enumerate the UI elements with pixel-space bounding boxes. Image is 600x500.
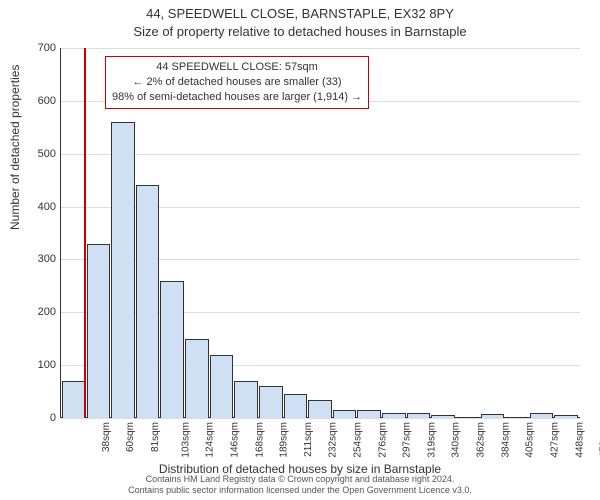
y-tick-label: 0 — [16, 412, 56, 424]
page-title-address: 44, SPEEDWELL CLOSE, BARNSTAPLE, EX32 8P… — [0, 6, 600, 21]
histogram-bar — [136, 185, 160, 418]
x-tick-label: 448sqm — [574, 422, 585, 458]
x-tick-label: 124sqm — [205, 422, 216, 458]
x-tick-label: 254sqm — [353, 422, 364, 458]
x-tick-label: 319sqm — [426, 422, 437, 458]
callout-line: 98% of semi-detached houses are larger (… — [112, 90, 362, 105]
x-tick-label: 38sqm — [101, 422, 112, 452]
histogram-bar — [456, 417, 480, 418]
x-tick-label: 405sqm — [525, 422, 536, 458]
y-tick-label: 500 — [16, 148, 56, 160]
histogram-bar — [284, 394, 308, 418]
x-tick-label: 427sqm — [550, 422, 561, 458]
callout-line: ← 2% of detached houses are smaller (33) — [112, 75, 362, 90]
y-tick-label: 700 — [16, 42, 56, 54]
x-tick-label: 362sqm — [476, 422, 487, 458]
page-title-sub: Size of property relative to detached ho… — [0, 24, 600, 39]
gridline — [60, 48, 580, 49]
x-tick-label: 60sqm — [125, 422, 136, 452]
callout-box: 44 SPEEDWELL CLOSE: 57sqm← 2% of detache… — [105, 56, 369, 109]
footer-line-1: Contains HM Land Registry data © Crown c… — [0, 474, 600, 486]
x-tick-label: 189sqm — [279, 422, 290, 458]
histogram-bar — [382, 413, 406, 418]
y-tick-label: 100 — [16, 359, 56, 371]
gridline — [60, 418, 580, 419]
x-tick-label: 384sqm — [500, 422, 511, 458]
x-tick-label: 168sqm — [254, 422, 265, 458]
histogram-bar — [234, 381, 258, 418]
x-tick-label: 232sqm — [328, 422, 339, 458]
footer-attribution: Contains HM Land Registry data © Crown c… — [0, 474, 600, 497]
histogram-bar — [259, 386, 283, 418]
histogram-bar — [431, 415, 455, 418]
histogram-bar — [87, 244, 111, 418]
y-tick-label: 400 — [16, 201, 56, 213]
histogram-bar — [530, 413, 554, 418]
histogram-bar — [308, 400, 332, 419]
gridline — [60, 154, 580, 155]
histogram-bar — [481, 414, 505, 418]
x-tick-label: 103sqm — [180, 422, 191, 458]
histogram-bar — [407, 413, 431, 418]
y-tick-label: 300 — [16, 253, 56, 265]
x-tick-label: 276sqm — [377, 422, 388, 458]
x-tick-label: 146sqm — [229, 422, 240, 458]
x-tick-label: 297sqm — [402, 422, 413, 458]
x-tick-label: 81sqm — [150, 422, 161, 452]
histogram-bar — [210, 355, 234, 418]
histogram-bar — [185, 339, 209, 418]
callout-line: 44 SPEEDWELL CLOSE: 57sqm — [112, 60, 362, 75]
histogram-bar — [333, 410, 357, 418]
histogram-bar — [62, 381, 86, 418]
y-tick-label: 200 — [16, 306, 56, 318]
histogram-bar — [111, 122, 135, 418]
y-tick-label: 600 — [16, 95, 56, 107]
y-axis-line — [60, 48, 61, 418]
histogram-bar — [160, 281, 184, 418]
property-marker-line — [84, 48, 86, 418]
histogram-bar — [554, 415, 578, 418]
x-tick-label: 211sqm — [303, 422, 314, 457]
histogram-bar — [505, 417, 529, 418]
histogram-bar — [357, 410, 381, 418]
x-tick-label: 340sqm — [451, 422, 462, 458]
footer-line-2: Contains public sector information licen… — [0, 485, 600, 497]
